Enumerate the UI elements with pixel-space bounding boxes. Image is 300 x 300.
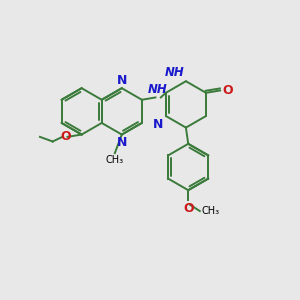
Text: O: O (222, 84, 233, 97)
Text: N: N (152, 118, 163, 131)
Text: NH: NH (165, 66, 184, 79)
Text: N: N (117, 136, 127, 149)
Text: O: O (60, 130, 71, 143)
Text: NH: NH (148, 83, 168, 96)
Text: N: N (117, 74, 127, 87)
Text: O: O (183, 202, 194, 215)
Text: CH₃: CH₃ (201, 206, 219, 216)
Text: CH₃: CH₃ (106, 154, 124, 165)
